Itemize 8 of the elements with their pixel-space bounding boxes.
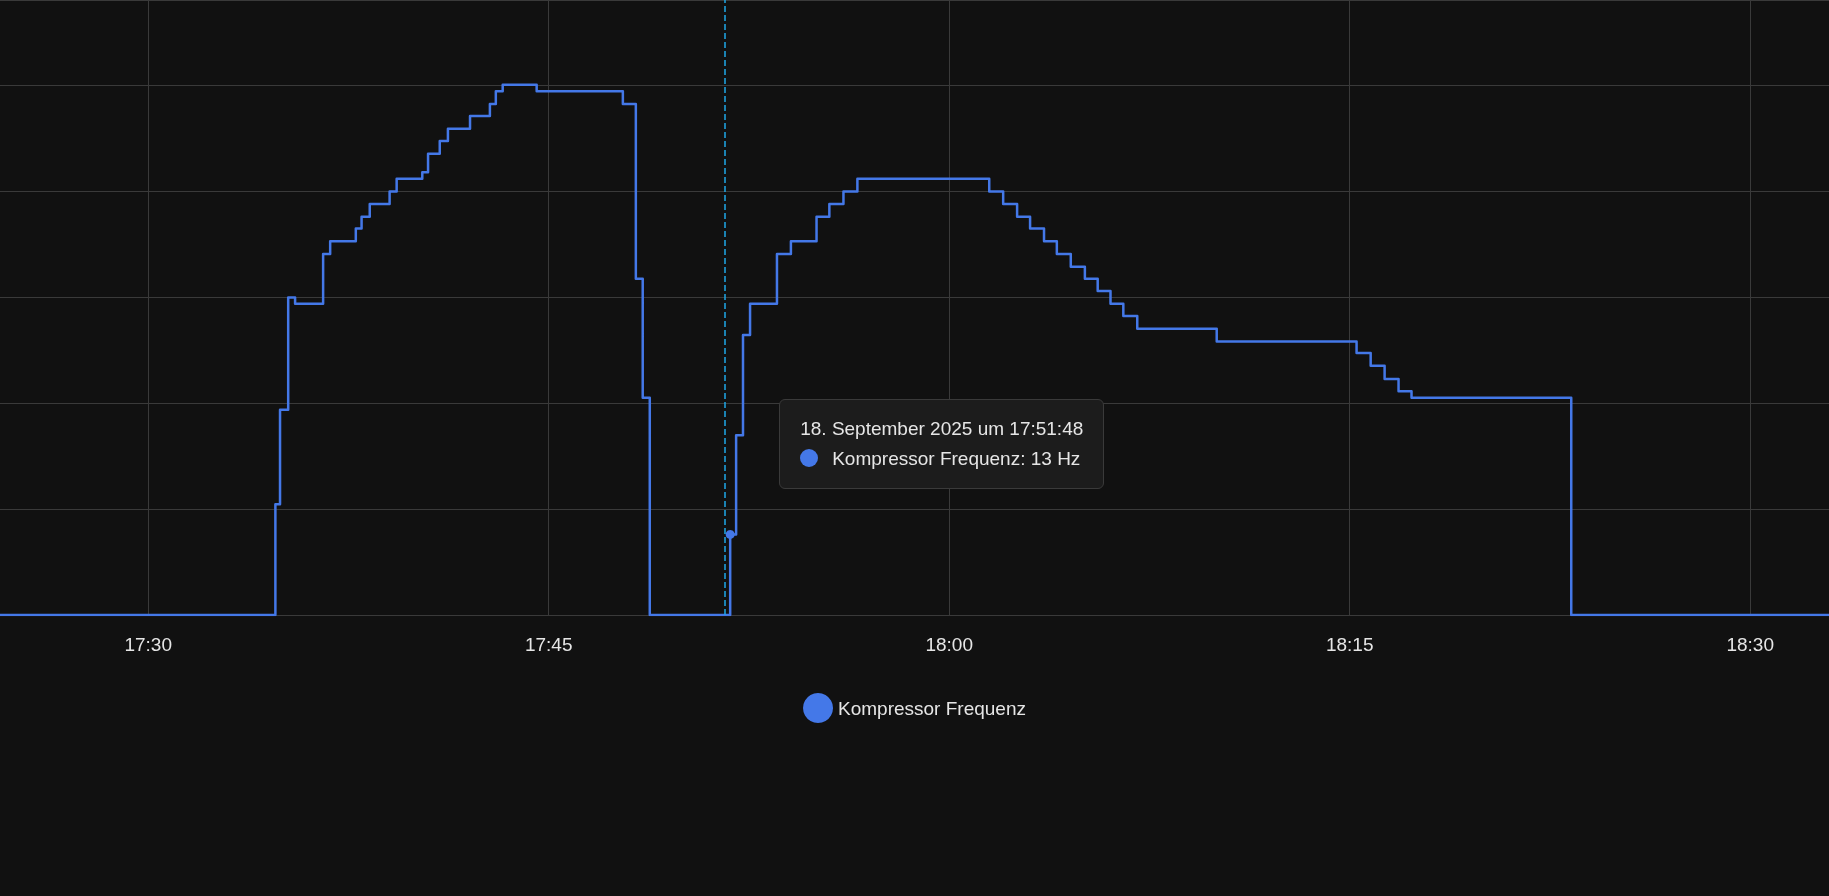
x-tick-label: 18:00 <box>925 634 973 655</box>
x-tick-label: 18:30 <box>1726 634 1774 655</box>
x-tick-label: 18:15 <box>1325 634 1374 655</box>
x-tick-label: 17:45 <box>524 634 573 655</box>
legend-label: Kompressor Frequenz <box>838 697 1026 719</box>
x-tick-label: 17:30 <box>124 634 172 655</box>
annotation: Kompressor Frequenz: 13 Hz <box>831 447 1082 471</box>
annotation: 18. September 2025 um 17:51:48 <box>800 417 1084 441</box>
